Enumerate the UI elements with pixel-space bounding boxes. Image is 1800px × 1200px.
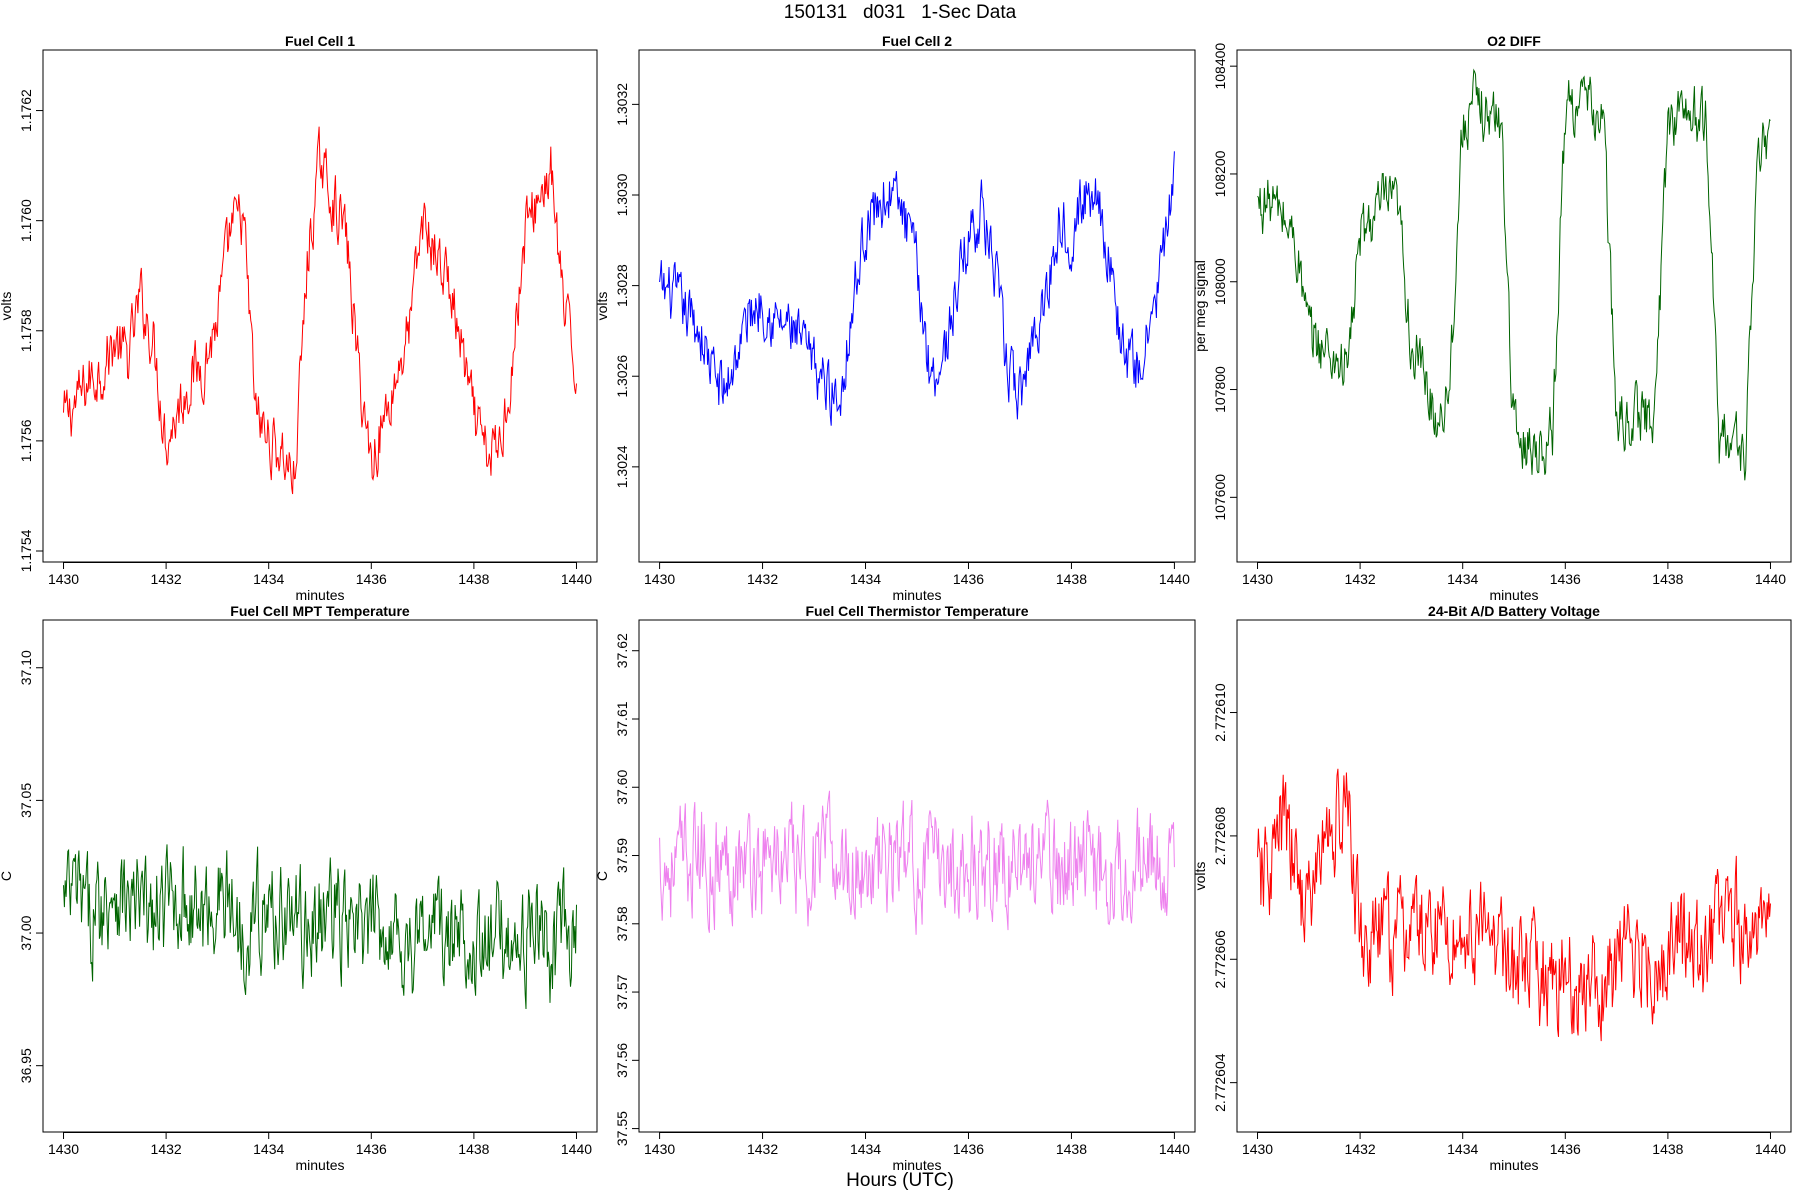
y-axis-label: C <box>0 871 14 881</box>
x-tick-label: 1436 <box>1550 1141 1581 1157</box>
plot-frame <box>638 49 1196 563</box>
y-tick-label: 107600 <box>1212 474 1228 521</box>
y-tick-label: 37.56 <box>614 1043 630 1078</box>
y-tick-label: 37.60 <box>614 770 630 805</box>
series-line <box>1257 768 1771 1042</box>
global-x-axis-label: Hours (UTC) <box>846 1170 954 1191</box>
x-tick-label: 1436 <box>1550 571 1581 587</box>
x-tick-label: 1432 <box>151 571 182 587</box>
y-tick-label: 1.1758 <box>18 309 34 352</box>
x-tick-label: 1430 <box>644 1141 675 1157</box>
y-tick-label: 2.772608 <box>1212 807 1228 866</box>
x-tick-label: 1440 <box>1755 571 1786 587</box>
x-tick-label: 1440 <box>1755 1141 1786 1157</box>
x-tick-label: 1430 <box>48 1141 79 1157</box>
x-tick-label: 1430 <box>644 571 675 587</box>
x-axis-label: minutes <box>892 1157 941 1173</box>
y-axis-label: volts <box>1192 862 1208 891</box>
x-tick-label: 1438 <box>458 571 489 587</box>
x-tick-label: 1430 <box>1242 1141 1273 1157</box>
y-tick-label: 108200 <box>1212 150 1228 197</box>
x-tick-label: 1440 <box>561 571 592 587</box>
x-tick-label: 1430 <box>1242 571 1273 587</box>
x-tick-label: 1438 <box>458 1141 489 1157</box>
x-tick-label: 1438 <box>1056 571 1087 587</box>
y-tick-label: 37.57 <box>614 974 630 1009</box>
x-tick-label: 1432 <box>151 1141 182 1157</box>
y-tick-label: 2.772606 <box>1212 930 1228 989</box>
x-tick-label: 1440 <box>1159 571 1190 587</box>
x-tick-label: 1438 <box>1652 1141 1683 1157</box>
y-tick-label: 37.10 <box>18 650 34 685</box>
plot-title: Fuel Cell Thermistor Temperature <box>805 603 1028 619</box>
x-tick-label: 1432 <box>747 571 778 587</box>
plot-title: 24-Bit A/D Battery Voltage <box>1428 603 1600 619</box>
plot-title: Fuel Cell MPT Temperature <box>230 603 410 619</box>
x-tick-label: 1436 <box>953 571 984 587</box>
y-tick-label: 37.55 <box>614 1111 630 1146</box>
x-tick-label: 1434 <box>850 1141 881 1157</box>
y-tick-label: 108000 <box>1212 258 1228 305</box>
x-axis-label: minutes <box>295 1157 344 1173</box>
series-line <box>1257 68 1771 481</box>
page-title: 150131 d031 1-Sec Data <box>783 2 1017 23</box>
x-tick-label: 1434 <box>1447 571 1478 587</box>
x-tick-label: 1434 <box>1447 1141 1478 1157</box>
y-tick-label: 1.1762 <box>18 89 34 132</box>
series-line <box>63 126 577 495</box>
y-tick-label: 36.95 <box>18 1048 34 1083</box>
x-tick-label: 1430 <box>48 571 79 587</box>
y-tick-label: 1.3026 <box>614 355 630 398</box>
series-line <box>659 790 1175 935</box>
plot-frame <box>42 619 598 1133</box>
y-tick-label: 1.3032 <box>614 83 630 126</box>
y-axis-label: C <box>594 871 610 881</box>
y-axis-label: volts <box>594 292 610 321</box>
x-axis-label: minutes <box>1489 587 1538 603</box>
plot-title: Fuel Cell 2 <box>882 33 952 49</box>
y-tick-label: 1.1754 <box>18 529 34 572</box>
y-tick-label: 1.1760 <box>18 199 34 242</box>
x-tick-label: 1432 <box>747 1141 778 1157</box>
x-tick-label: 1432 <box>1345 571 1376 587</box>
x-tick-label: 1434 <box>850 571 881 587</box>
x-tick-label: 1436 <box>953 1141 984 1157</box>
plot-frame <box>1236 49 1792 563</box>
plot-frame <box>42 49 598 563</box>
plot-title: O2 DIFF <box>1487 33 1541 49</box>
x-tick-label: 1436 <box>356 571 387 587</box>
series-line <box>63 844 577 1010</box>
y-tick-label: 37.61 <box>614 701 630 736</box>
x-tick-label: 1434 <box>253 571 284 587</box>
y-tick-label: 2.772610 <box>1212 683 1228 742</box>
y-tick-label: 2.772604 <box>1212 1053 1228 1112</box>
x-tick-label: 1440 <box>1159 1141 1190 1157</box>
y-tick-label: 37.00 <box>18 915 34 950</box>
y-tick-label: 1.3024 <box>614 445 630 488</box>
y-axis-label: volts <box>0 292 14 321</box>
y-tick-label: 108400 <box>1212 43 1228 90</box>
series-line <box>659 151 1175 426</box>
x-tick-label: 1438 <box>1056 1141 1087 1157</box>
x-axis-label: minutes <box>892 587 941 603</box>
y-tick-label: 1.1756 <box>18 419 34 462</box>
plot-title: Fuel Cell 1 <box>285 33 355 49</box>
x-axis-label: minutes <box>295 587 344 603</box>
y-tick-label: 1.3028 <box>614 264 630 307</box>
y-tick-label: 1.3030 <box>614 173 630 216</box>
x-tick-label: 1436 <box>356 1141 387 1157</box>
x-tick-label: 1438 <box>1652 571 1683 587</box>
x-axis-label: minutes <box>1489 1157 1538 1173</box>
x-tick-label: 1432 <box>1345 1141 1376 1157</box>
y-tick-label: 37.59 <box>614 838 630 873</box>
x-tick-label: 1434 <box>253 1141 284 1157</box>
y-tick-label: 37.58 <box>614 906 630 941</box>
y-axis-label: per meg signal <box>1192 260 1208 352</box>
y-tick-label: 37.05 <box>18 783 34 818</box>
x-tick-label: 1440 <box>561 1141 592 1157</box>
y-tick-label: 107800 <box>1212 366 1228 413</box>
y-tick-label: 37.62 <box>614 633 630 668</box>
